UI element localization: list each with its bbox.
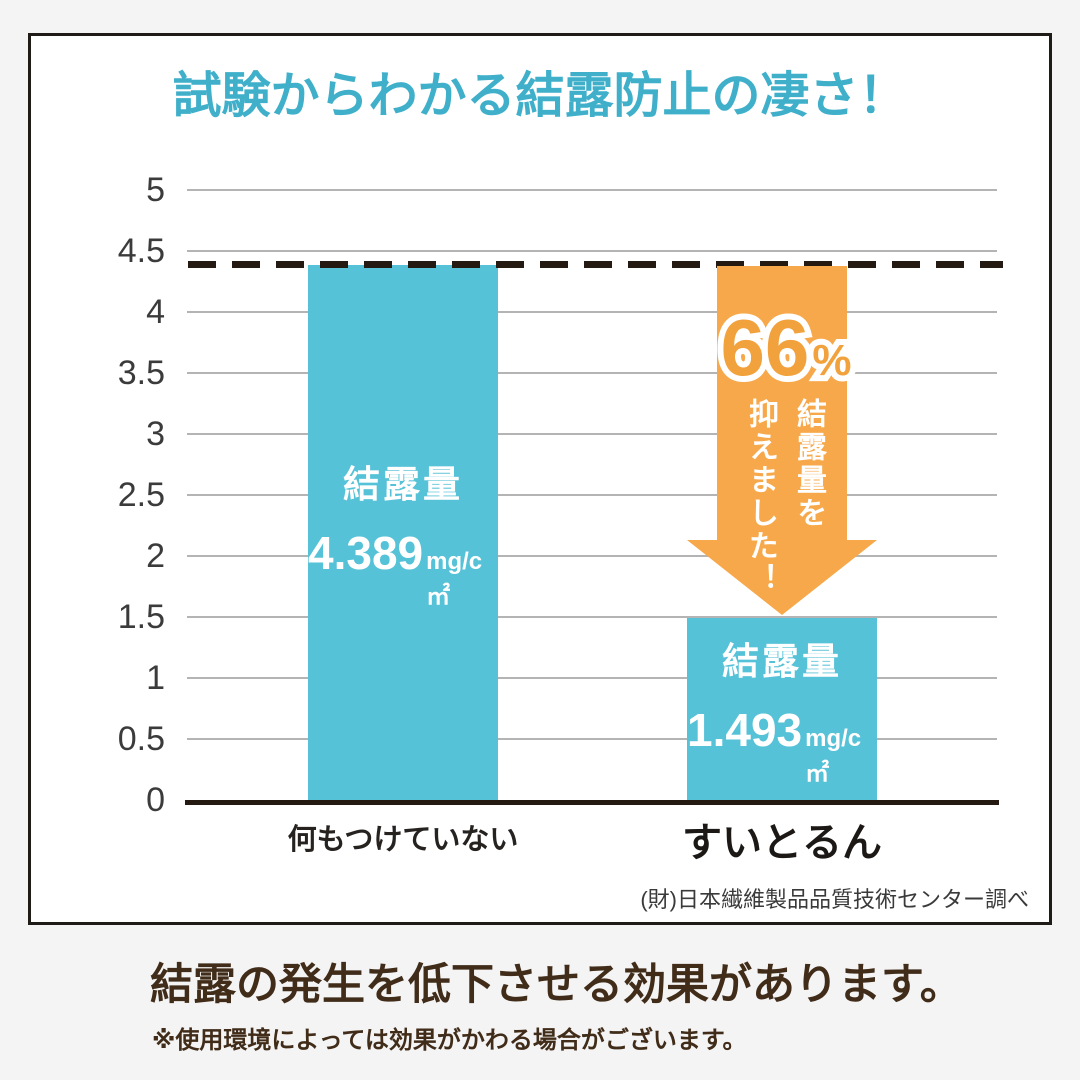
gridline [187, 189, 997, 191]
y-tick-label: 2.5 [117, 476, 165, 514]
x-axis-line [185, 800, 999, 805]
gridline [187, 555, 997, 557]
gridline [187, 677, 997, 679]
percent-sign: % [812, 339, 851, 384]
bar-label: 結露量 [343, 464, 463, 505]
plot-area: 5 4.5 4 3.5 3 2.5 2 1.5 1 0.5 0 結露量 4.389 mg/c㎡ 結露… [31, 36, 1049, 922]
bar-label: 結露量 [722, 640, 842, 682]
bar-untreated-text: 結露量 4.389 mg/c㎡ [308, 265, 498, 800]
y-tick-label: 0.5 [117, 720, 165, 758]
bar-value-group: 4.389 mg/c㎡ [308, 526, 498, 611]
bar-unit: mg/c㎡ [426, 548, 483, 610]
y-tick-label: 1 [146, 659, 165, 697]
bar-unit: mg/c㎡ [805, 724, 862, 787]
gridline [187, 250, 997, 252]
y-tick-label: 3.5 [117, 354, 165, 392]
gridline [187, 616, 997, 618]
y-tick-label: 1.5 [117, 598, 165, 636]
footer-headline: 結露の発生を低下させる効果があります。 [150, 961, 963, 1009]
bar-suitorun: 結露量 1.493 mg/c㎡ [687, 618, 877, 800]
x-label-suitorun: すいとるん [682, 821, 882, 865]
arrow-caption-line1: 結露量を [792, 398, 825, 530]
y-tick-label: 3 [146, 415, 165, 453]
gridline [187, 494, 997, 496]
y-tick-label: 0 [146, 781, 165, 819]
y-tick-label: 5 [146, 171, 165, 209]
chart-title: 試験からわかる結露防止の凄さ！ [172, 69, 908, 123]
reference-dashed-line [188, 261, 1003, 268]
down-arrow-icon [687, 266, 877, 615]
bar-untreated: 結露量 4.389 mg/c㎡ [308, 265, 498, 800]
bar-value: 4.389 [308, 527, 424, 579]
x-label-untreated: 何もつけていない [287, 824, 519, 856]
gridline [187, 738, 997, 740]
arrow-caption-line2: 抑えました！ [744, 398, 777, 596]
source-note: (財)日本繊維製品品質技術センター調べ [640, 887, 1029, 912]
bar-value-group: 1.493 mg/c㎡ [687, 703, 877, 788]
y-tick-label: 4 [146, 293, 165, 331]
footer-note: ※使用環境によっては効果がかわる場合がございます。 [152, 1027, 747, 1054]
bar-value: 1.493 [687, 703, 803, 756]
chart-card: 試験からわかる結露防止の凄さ！ 5 4.5 4 3.5 3 2.5 2 1.5 1 0.5 0 結露… [28, 33, 1052, 925]
gridline [187, 433, 997, 435]
gridline [187, 311, 997, 313]
bar-suitorun-text: 結露量 1.493 mg/c㎡ [687, 618, 877, 800]
arrow-caption: 結露量を 抑えました！ [736, 398, 832, 618]
percent-number: 66 [720, 308, 809, 389]
percent-label: 66% [691, 308, 881, 389]
y-tick-label: 2 [146, 537, 165, 575]
gridline [187, 372, 997, 374]
y-tick-label: 4.5 [117, 232, 165, 270]
